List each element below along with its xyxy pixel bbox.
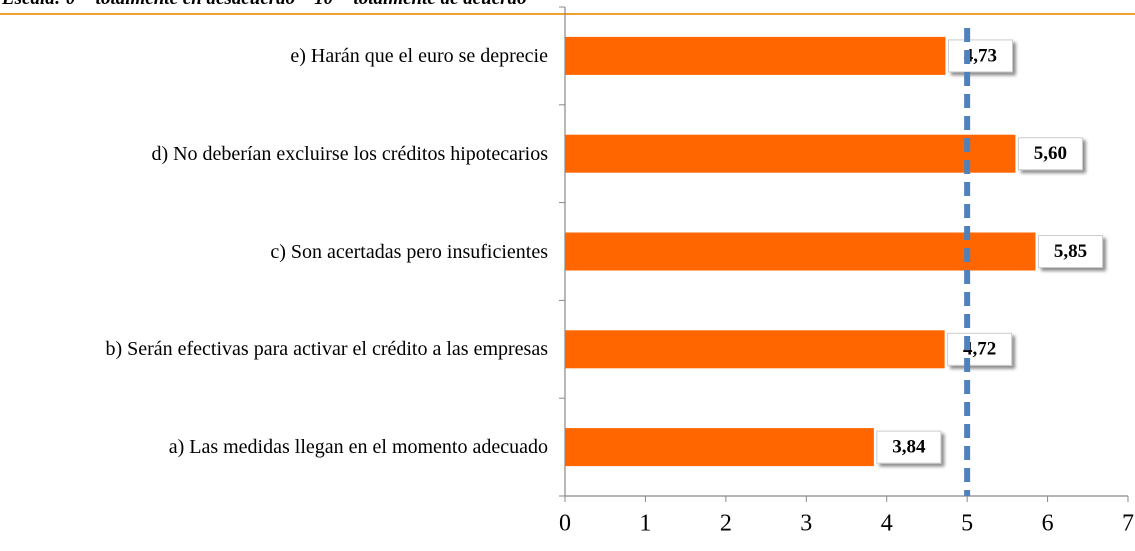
x-tick-label: 7 (1122, 511, 1134, 537)
x-tick-label: 2 (720, 511, 732, 537)
x-tick-label: 0 (559, 511, 571, 537)
category-label-row: d) No deberían excluirse los créditos hi… (8, 141, 548, 167)
value-label-box (1017, 137, 1083, 171)
category-label-row: b) Serán efectivas para activar el crédi… (8, 336, 548, 362)
value-label: 4,73 (964, 45, 997, 66)
value-label-group: 5,60 (1017, 137, 1083, 171)
category-label: b) Serán efectivas para activar el crédi… (105, 338, 548, 361)
value-label-box (947, 39, 1013, 73)
value-label-box (876, 430, 942, 464)
value-label: 3,84 (892, 436, 926, 457)
bar (565, 36, 946, 75)
x-tick-label: 3 (800, 511, 812, 537)
category-label: e) Harán que el euro se deprecie (290, 44, 548, 67)
value-label: 4,72 (963, 339, 996, 360)
value-label-group: 3,84 (876, 430, 942, 464)
value-label-group: 5,85 (1038, 235, 1104, 268)
x-tick-label: 1 (639, 511, 651, 537)
bar (565, 428, 874, 467)
category-label: a) Las medidas llegan en el momento adec… (168, 436, 548, 459)
value-label: 5,60 (1034, 143, 1067, 164)
value-label: 5,85 (1054, 241, 1087, 262)
value-label-box (947, 332, 1013, 366)
value-label-group: 4,73 (947, 39, 1013, 73)
value-label-box (1038, 235, 1104, 268)
subtitle: Escala: 0 = totalmente en desacuerdo – 1… (2, 0, 527, 10)
category-label-row: c) Son acertadas pero insuficientes (8, 239, 548, 265)
value-label-group: 4,72 (947, 332, 1013, 366)
x-tick-label: 6 (1042, 511, 1054, 537)
category-label-row: a) Las medidas llegan en el momento adec… (8, 434, 548, 460)
bar (565, 134, 1016, 173)
bar (565, 232, 1036, 271)
category-label: c) Son acertadas pero insuficientes (270, 240, 548, 263)
category-label-row: e) Harán que el euro se deprecie (8, 43, 548, 69)
x-tick-label: 4 (881, 511, 893, 537)
category-label: d) No deberían excluirse los créditos hi… (151, 142, 548, 165)
x-tick-label: 5 (961, 511, 973, 537)
bar (565, 330, 945, 369)
